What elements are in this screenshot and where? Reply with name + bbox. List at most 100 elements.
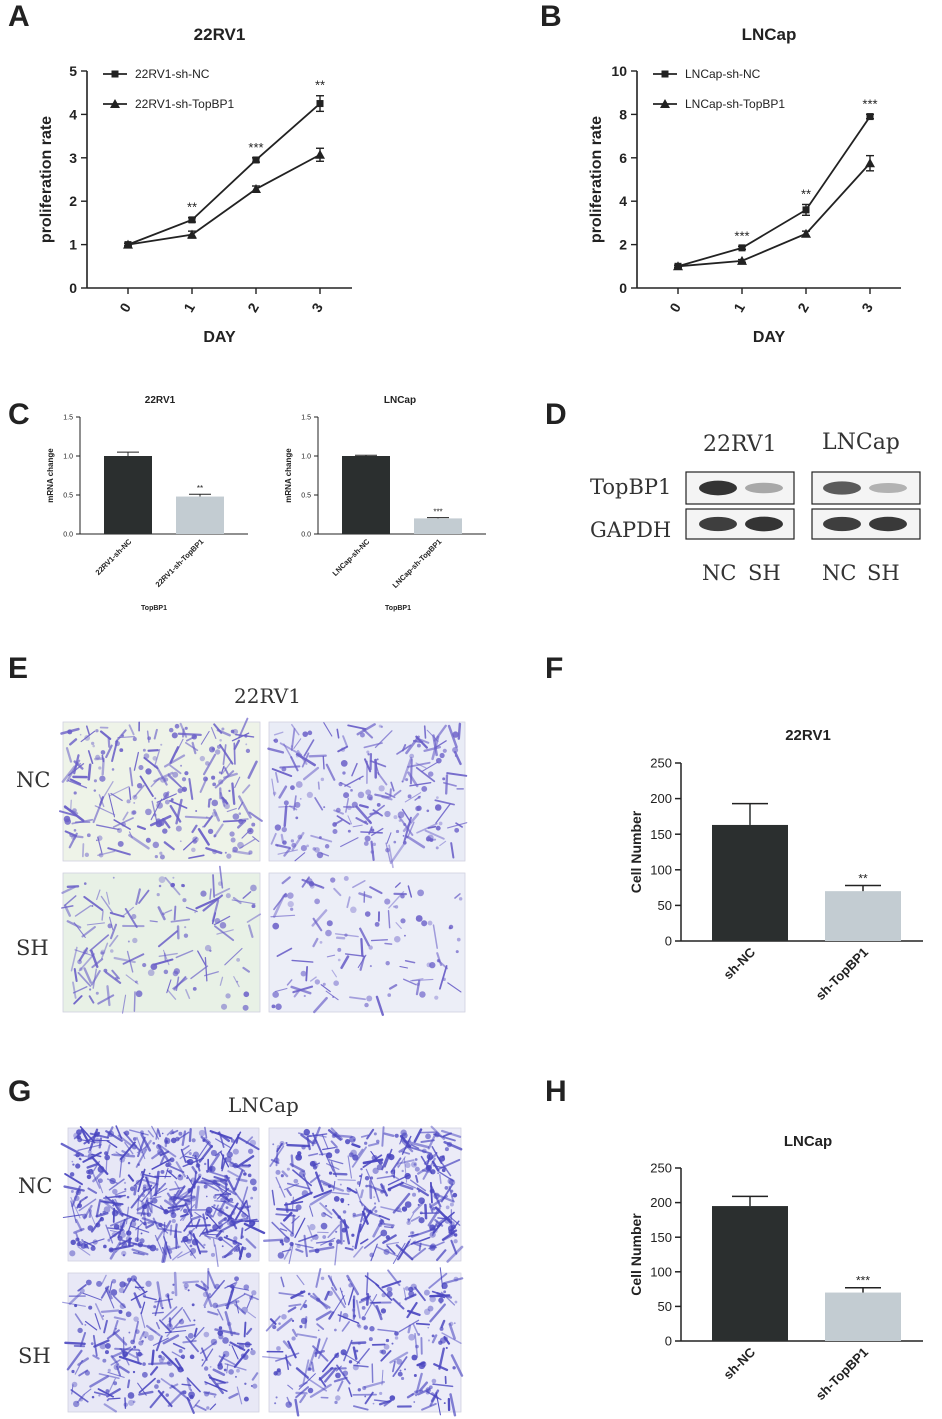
stained-cell [431, 1334, 435, 1338]
stained-cell [441, 1168, 446, 1173]
stained-cell [77, 971, 92, 987]
stained-cell [180, 1213, 189, 1218]
stained-cell [394, 935, 401, 943]
stained-cell [119, 1156, 123, 1178]
stained-cell [211, 1131, 214, 1134]
stained-cell [141, 1371, 148, 1378]
stained-cell [133, 1292, 142, 1309]
stained-cell [308, 1152, 319, 1157]
stained-cell [218, 779, 224, 785]
stained-cell [281, 1313, 287, 1320]
stained-cell [157, 906, 166, 921]
stained-cell [209, 1403, 217, 1411]
stained-cell [438, 1297, 444, 1303]
stained-cell [384, 942, 393, 945]
stained-cell [204, 1234, 223, 1241]
stained-cell [178, 1131, 183, 1136]
stained-cell [188, 854, 205, 859]
stained-cell [203, 1366, 209, 1371]
stained-cell [333, 1295, 345, 1313]
stained-cell [316, 851, 324, 859]
stained-cell [149, 1328, 157, 1333]
stained-cell [370, 1243, 378, 1262]
stained-cell [95, 1199, 102, 1218]
stained-cell [139, 775, 154, 797]
stained-cell [383, 1226, 394, 1229]
stained-cell [156, 1227, 166, 1241]
stained-cell [79, 762, 82, 765]
stained-cell [75, 1218, 83, 1232]
stained-cell [244, 1220, 260, 1223]
stained-cell [82, 1151, 102, 1163]
stained-cell [210, 1149, 218, 1156]
stained-cell [346, 1274, 360, 1296]
stained-cell [336, 815, 351, 825]
stained-cell [278, 785, 288, 799]
y-tick-label: 1.5 [63, 414, 73, 421]
stained-cell [275, 1169, 281, 1175]
stained-cell [291, 1215, 300, 1224]
data-point [865, 158, 875, 168]
stained-cell [337, 1314, 360, 1324]
stained-cell [334, 1400, 338, 1405]
stained-cell [90, 1216, 103, 1233]
stained-cell [352, 1245, 354, 1248]
stained-cell [309, 1160, 316, 1167]
stained-cell [152, 1217, 160, 1230]
stained-cell [189, 1252, 193, 1256]
stained-cell [122, 1351, 128, 1358]
stained-cell [381, 1349, 387, 1355]
stained-cell [169, 1186, 185, 1191]
stained-cell [129, 1186, 135, 1192]
stained-cell [431, 1160, 440, 1172]
stained-cell [381, 1153, 389, 1171]
stained-cell [126, 1277, 132, 1283]
stained-cell [76, 1393, 85, 1404]
stained-cell [343, 1219, 351, 1245]
stained-cell [322, 982, 326, 986]
stained-cell [78, 953, 95, 972]
stained-cell [271, 1221, 290, 1240]
stained-cell [132, 1242, 153, 1249]
y-axis-label: mRNA change [284, 448, 293, 503]
stained-cell [192, 1151, 199, 1158]
stained-cell [273, 1371, 278, 1376]
stained-cell [344, 933, 348, 937]
series-line [127, 102, 321, 246]
stained-cell [290, 756, 299, 772]
stained-cell [98, 1137, 103, 1149]
panel-letter-c: C [8, 398, 30, 431]
stained-cell [374, 921, 380, 927]
stained-cell [435, 796, 439, 799]
stained-cell [214, 1244, 219, 1268]
stained-cell [184, 726, 188, 730]
stained-cell [308, 1367, 312, 1371]
stained-cell [157, 1144, 172, 1166]
stained-cell [351, 1143, 361, 1149]
stained-cell [106, 891, 110, 905]
stained-cell [105, 744, 113, 759]
stained-cell [128, 787, 132, 801]
stained-cell [152, 1141, 156, 1145]
y-tick-label: 1.0 [63, 453, 73, 460]
stained-cell [357, 791, 365, 799]
stained-cell [90, 969, 101, 986]
stained-cell [414, 795, 421, 801]
stained-cell [425, 1133, 431, 1140]
stained-cell [131, 1144, 138, 1150]
stained-cell [364, 835, 371, 842]
stained-cell [457, 722, 462, 740]
stained-cell [384, 898, 391, 905]
stained-cell [129, 1129, 149, 1136]
stained-cell [364, 1176, 370, 1181]
stained-cell [267, 747, 285, 754]
stained-cell [124, 1188, 127, 1191]
stained-cell [83, 1131, 101, 1145]
stained-cell [203, 1306, 206, 1309]
stained-cell [185, 1335, 199, 1353]
stained-cell [431, 1334, 438, 1344]
stained-cell [228, 1392, 239, 1400]
stained-cell [166, 1192, 178, 1208]
stained-cell [435, 1152, 438, 1155]
